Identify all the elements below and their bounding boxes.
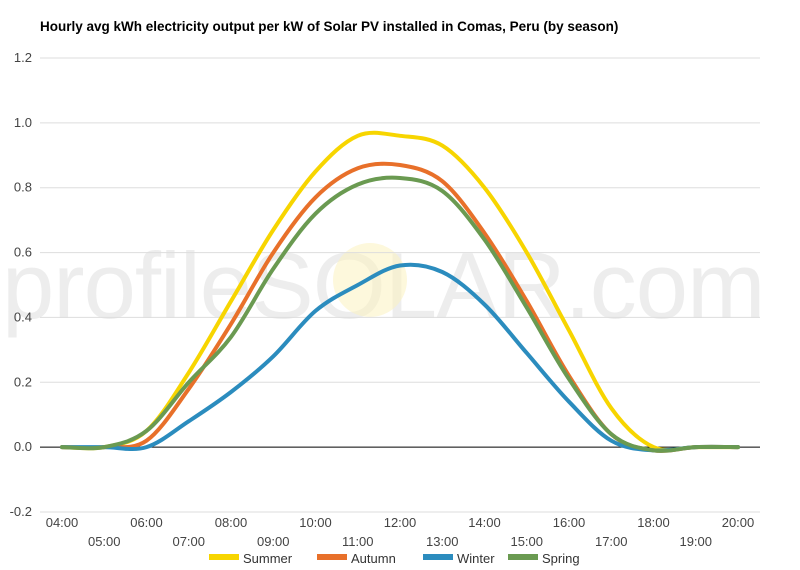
axes: -0.2 0.0 0.2 0.4 0.6 0.8 1.0 1.2 04:00 06:00 08:00… [10,50,755,549]
legend-label-spring: Spring [542,551,580,566]
grid [40,57,760,513]
y-tick-label: 1.0 [14,115,32,130]
x-tick-label: 15:00 [510,534,543,549]
x-tick-label: 08:00 [215,515,248,530]
chart-title: Hourly avg kWh electricity output per kW… [40,19,619,34]
x-tick-label: 12:00 [384,515,417,530]
y-tick-label: 0.0 [14,439,32,454]
x-tick-label: 20:00 [722,515,755,530]
series-line-winter [60,262,740,453]
x-tick-label: 06:00 [130,515,163,530]
x-tick-label: 19:00 [679,534,712,549]
x-tick-label: 07:00 [172,534,205,549]
x-tick-label: 09:00 [257,534,290,549]
x-tick-label: 17:00 [595,534,628,549]
series-lines [60,130,740,453]
legend-swatch-winter [423,554,453,560]
x-tick-label: 05:00 [88,534,121,549]
y-tick-label: 0.8 [14,180,32,195]
legend-label-summer: Summer [243,551,293,566]
x-tick-label: 11:00 [342,534,374,549]
legend-label-winter: Winter [457,551,495,566]
legend-swatch-autumn [317,554,347,560]
y-tick-label: 0.6 [14,245,32,260]
x-tick-label: 10:00 [299,515,332,530]
x-tick-label: 13:00 [426,534,459,549]
y-tick-label: 1.2 [14,50,32,65]
legend-swatch-summer [209,554,239,560]
x-tick-label: 04:00 [46,515,79,530]
series-line-summer [60,130,740,452]
legend: Summer Autumn Winter Spring [209,551,580,566]
series-line-spring [60,175,740,453]
x-tick-label: 18:00 [637,515,670,530]
x-tick-label: 14:00 [468,515,501,530]
x-tick-label: 16:00 [553,515,586,530]
y-tick-label: 0.2 [14,374,32,389]
legend-label-autumn: Autumn [351,551,396,566]
y-tick-label: -0.2 [10,504,32,519]
legend-swatch-spring [508,554,538,560]
y-tick-label: 0.4 [14,309,32,324]
